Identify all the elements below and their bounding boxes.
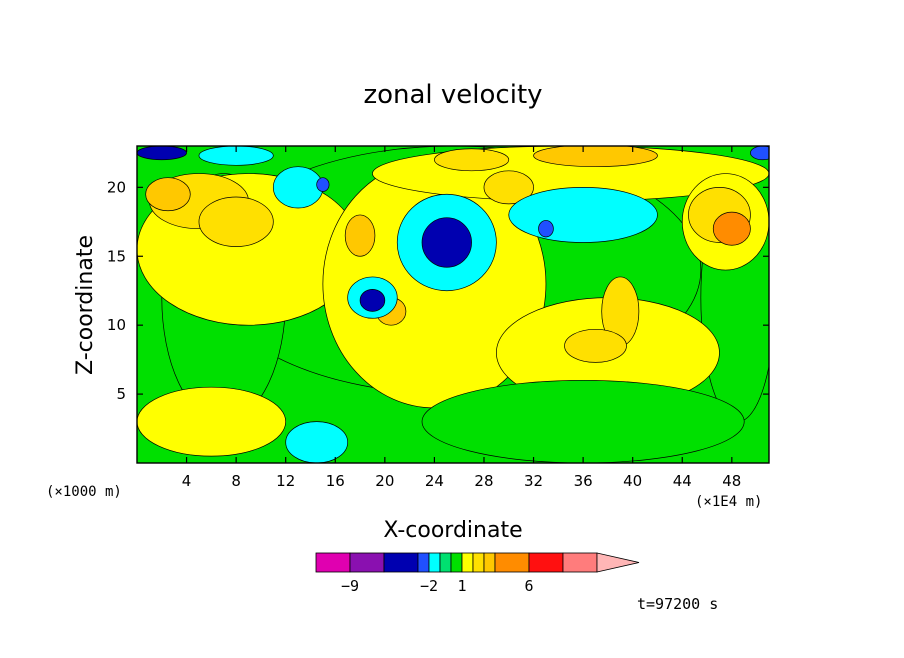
plot-frame (136, 145, 770, 464)
x-axis-ticks: 4 8 12 16 20 24 28 32 36 40 44 48 (182, 146, 741, 490)
x-tick-label: 8 (231, 472, 241, 490)
field-contour-region (272, 166, 324, 209)
colorbar-bin (562, 552, 598, 573)
colorbar-bin (461, 552, 474, 573)
colorbar-bin (472, 552, 485, 573)
x-tick-label: 40 (623, 472, 642, 490)
colorbar-tick-label: 6 (524, 577, 533, 595)
y-tick-label: 20 (107, 178, 126, 196)
x-tick-label: 28 (474, 472, 493, 490)
x-tick-label: 44 (673, 472, 692, 490)
time-label: t=97200 s (637, 595, 718, 613)
colorbar (315, 552, 640, 573)
field-contour-region (344, 214, 376, 257)
field-contour-region (198, 146, 274, 166)
y-tick-label: 5 (116, 385, 126, 403)
colorbar-bin (450, 552, 463, 573)
chart-title: zonal velocity (363, 80, 542, 110)
colorbar-bin (315, 552, 351, 573)
field-contour-region (483, 170, 534, 205)
colorbar-bin (494, 552, 530, 573)
x-tick-label: 4 (182, 472, 192, 490)
field-contour-region (359, 288, 386, 312)
colorbar-bin (417, 552, 430, 573)
colorbar-bin (483, 552, 496, 573)
x-tick-label: 16 (326, 472, 345, 490)
field-contour-region (434, 148, 510, 172)
colorbar-tick-labels: −9 −2 1 6 (341, 577, 534, 595)
colorbar-bin (528, 552, 564, 573)
field-contour-region (750, 146, 769, 161)
x-tick-label: 20 (375, 472, 394, 490)
field-contour-region (538, 220, 554, 238)
field-contour-region (137, 386, 287, 457)
field-contour-region (198, 196, 274, 247)
field-contour-region (137, 146, 187, 161)
field-contour-region (533, 146, 658, 168)
y-tick-label: 15 (107, 247, 126, 265)
x-tick-label: 12 (276, 472, 295, 490)
field-contour-region (145, 177, 191, 212)
field-contour-region (421, 379, 745, 463)
colorbar-tick-label: 1 (457, 577, 466, 595)
x-tick-label: 36 (574, 472, 593, 490)
y-tick-label: 10 (107, 316, 126, 334)
y-unit-label: (×1000 m) (46, 484, 122, 500)
y-axis-title: Z-coordinate (73, 235, 98, 375)
field-contour-region (316, 177, 330, 192)
colorbar-bin (383, 552, 419, 573)
x-tick-label: 24 (425, 472, 444, 490)
colorbar-tick-label: −2 (420, 577, 438, 595)
x-tick-label: 48 (722, 472, 741, 490)
colorbar-bin (428, 552, 441, 573)
field-contour-region (564, 328, 627, 363)
field-contour-region (508, 186, 658, 243)
colorbar-bin (439, 552, 452, 573)
colorbar-extend-arrow (596, 552, 640, 573)
y-axis-ticks: 5 10 15 20 (107, 178, 769, 403)
field-contour-region (285, 421, 349, 463)
colorbar-tick-label: −9 (341, 577, 359, 595)
colorbar-bin (349, 552, 385, 573)
x-unit-label: (×1E4 m) (695, 494, 762, 510)
velocity-field (137, 146, 769, 463)
x-tick-label: 32 (524, 472, 543, 490)
field-contour-region (712, 211, 751, 246)
x-axis-title: X-coordinate (383, 518, 522, 543)
field-contour-region (421, 217, 472, 268)
